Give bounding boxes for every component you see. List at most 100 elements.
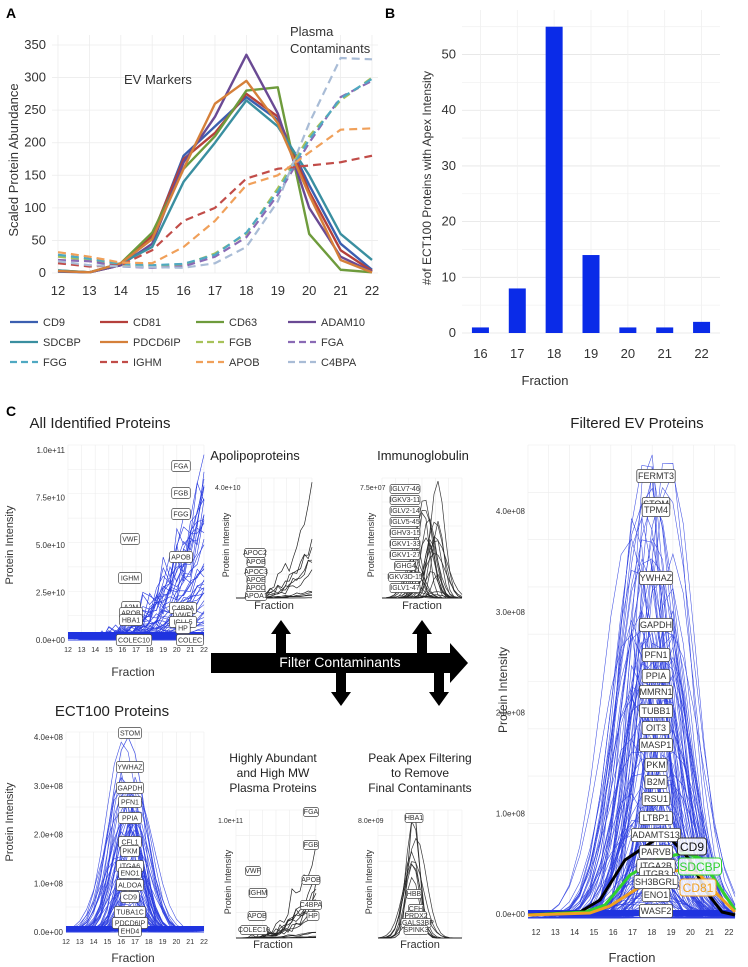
x-tick-label: 12 xyxy=(64,647,72,654)
protein-tag-apob: APOB xyxy=(246,557,266,567)
x-tick-label: 20 xyxy=(173,939,181,946)
protein-tag-colec: COLEC xyxy=(176,634,204,646)
protein-tag-igkv1-27: IGKV1-27 xyxy=(390,550,420,560)
x-tick-label: 14 xyxy=(570,928,579,937)
y-tick-label: 40 xyxy=(442,102,456,117)
all-identified-plot: FGAFGBFGGVWFAPOBIGHMA2MAPOBHBA1C4BPAVWFI… xyxy=(36,444,208,654)
x-tick-label: 17 xyxy=(208,283,222,298)
series-line-adam10 xyxy=(57,53,373,274)
chart-a-y-label: Scaled Protein Abundance xyxy=(6,83,21,236)
svg-text:C4BPA: C4BPA xyxy=(172,605,195,612)
legend-label-cd9: CD9 xyxy=(43,317,65,329)
abundant-title-line3: Plasma Proteins xyxy=(229,781,316,795)
x-tick-label: 13 xyxy=(551,928,560,937)
chart-b-grid xyxy=(462,10,720,334)
protein-tag-apob: APOB xyxy=(169,551,193,563)
svg-text:FGA: FGA xyxy=(304,809,319,816)
svg-text:SDCBP: SDCBP xyxy=(679,860,720,874)
protein-tag-igkv3d-15: IGKV3D-15 xyxy=(387,572,423,582)
protein-tag-ighv3-15: IGHV3-15 xyxy=(389,528,421,538)
x-tick-label: 18 xyxy=(647,928,656,937)
svg-text:HP: HP xyxy=(178,625,188,632)
svg-text:STOM: STOM xyxy=(120,730,140,737)
chart-b-x-label: Fraction xyxy=(522,373,569,388)
protein-tag-ltbp1: LTBP1 xyxy=(639,811,673,825)
x-tick-label: 14 xyxy=(91,647,99,654)
x-tick-label: 15 xyxy=(105,647,113,654)
x-tick-label: 16 xyxy=(473,346,487,361)
svg-text:YWHAZ: YWHAZ xyxy=(117,764,143,771)
protein-tag-fgb: FGB xyxy=(303,840,319,850)
x-tick-label: 19 xyxy=(667,928,676,937)
protein-line xyxy=(382,595,462,599)
protein-tag-iglv1-47: IGLV1-47 xyxy=(389,583,421,593)
svg-text:FGA: FGA xyxy=(174,463,189,470)
protein-tag-gapdh: GAPDH xyxy=(639,618,673,632)
protein-tag-apoc3: APOC3 xyxy=(244,567,268,577)
chart-a-series xyxy=(57,53,373,274)
chart-a-x-ticks: 12 13 14 15 16 17 18 19 20 21 22 xyxy=(51,283,379,298)
x-tick-label: 18 xyxy=(146,647,154,654)
y-tick-label: 200 xyxy=(24,135,46,150)
annotation-plasma: Plasma xyxy=(290,24,334,39)
protein-tag-eno1: ENO1 xyxy=(641,888,671,902)
immunoglobulin-x-label: Fraction xyxy=(402,600,442,612)
y-tick-label: 50 xyxy=(442,47,456,62)
svg-text:WASF2: WASF2 xyxy=(641,906,672,916)
protein-line xyxy=(381,510,463,599)
legend-label-apob: APOB xyxy=(229,357,260,369)
svg-text:ENO1: ENO1 xyxy=(644,890,669,900)
all-identified-y-label: Protein Intensity xyxy=(4,505,16,584)
protein-tag-wasf2: WASF2 xyxy=(639,904,673,918)
bar-fraction-20 xyxy=(619,327,637,333)
protein-tag-masp1: MASP1 xyxy=(639,738,673,752)
svg-text:IGKV3-11: IGKV3-11 xyxy=(390,497,420,504)
y-tick-label: 30 xyxy=(442,158,456,173)
peak-apex-y-tick: 8.0e+09 xyxy=(358,818,384,825)
legend-label-cd63: CD63 xyxy=(229,317,257,329)
svg-text:HBA1: HBA1 xyxy=(122,617,140,624)
apolipoproteins-x-label: Fraction xyxy=(254,600,294,612)
filtered-ev-title: Filtered EV Proteins xyxy=(570,415,703,432)
protein-tag-tubb1: TUBB1 xyxy=(639,704,673,718)
protein-tag-eno1: ENO1 xyxy=(118,867,142,879)
protein-tag-fermt3: FERMT3 xyxy=(636,469,676,483)
x-tick-label: 12 xyxy=(532,928,541,937)
protein-tag-rsu1: RSU1 xyxy=(641,792,671,806)
x-tick-label: 16 xyxy=(117,939,125,946)
x-tick-label: 21 xyxy=(705,928,714,937)
svg-text:APOA1: APOA1 xyxy=(244,593,267,600)
highlight-label-cd81: CD81 xyxy=(679,878,717,897)
svg-text:MASP1: MASP1 xyxy=(641,740,672,750)
svg-text:FGG: FGG xyxy=(173,511,188,518)
protein-tag-pkm: PKM xyxy=(120,845,140,857)
panel-label-b: B xyxy=(385,5,395,21)
svg-text:APOD: APOD xyxy=(246,585,266,592)
protein-tag-iglv5-45: IGLV5-45 xyxy=(389,517,421,527)
y-tick-label: 0 xyxy=(449,325,456,340)
protein-tag-tuba1c: TUBA1C xyxy=(114,906,146,918)
svg-text:APOB: APOB xyxy=(121,610,141,617)
svg-text:ADAMTS13: ADAMTS13 xyxy=(632,830,680,840)
svg-text:COLEC10: COLEC10 xyxy=(118,637,150,644)
legend-label-fgb: FGB xyxy=(229,337,252,349)
protein-tag-ehd4: EHD4 xyxy=(118,925,142,937)
protein-tag-ighm: IGHM xyxy=(248,888,268,898)
x-tick-label: 21 xyxy=(187,647,195,654)
y-tick-label: 150 xyxy=(24,167,46,182)
x-tick-label: 13 xyxy=(78,647,86,654)
immunoglobulin-plot: IGLV7-46 IGKV3-11 IGLV2-14 IGLV5-45 IGHV3-15… xyxy=(381,477,463,599)
svg-text:IGHG4: IGHG4 xyxy=(394,563,416,570)
svg-text:PDCD6IP: PDCD6IP xyxy=(115,920,146,927)
x-tick-label: 21 xyxy=(333,283,347,298)
x-tick-label: 22 xyxy=(694,346,708,361)
chart-a-legend: CD9 CD81 CD63 ADAM10 SDCBP PDCD6IP FGB FGA FGG IG… xyxy=(10,317,365,369)
all-identified-title: All Identified Proteins xyxy=(30,415,171,432)
y-tick-label: 0.0e+00 xyxy=(496,910,526,919)
svg-text:GAPDH: GAPDH xyxy=(640,620,672,630)
svg-text:CD9: CD9 xyxy=(123,894,137,901)
highlight-label-sdcbp: SDCBP xyxy=(678,857,722,876)
x-tick-label: 17 xyxy=(628,928,637,937)
